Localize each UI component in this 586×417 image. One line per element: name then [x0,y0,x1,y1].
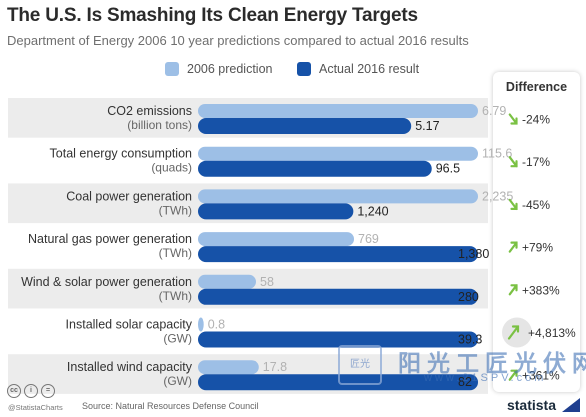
prediction-bar [198,360,259,375]
prediction-bar [198,274,256,289]
legend-item-actual: Actual 2016 result [297,62,419,76]
prediction-bar [198,189,478,204]
category-unit: (TWh) [159,246,192,260]
legend-swatch-actual [297,62,311,76]
difference-value: +4,813% [528,326,576,340]
category-unit: (TWh) [159,203,192,217]
difference-value: -17% [522,155,550,169]
actual-bar [198,331,478,348]
actual-value-label: 280 [458,290,479,304]
category-label: Installed solar capacity [66,318,193,332]
prediction-value-label: 115.6 [482,147,512,161]
category-unit: (GW) [163,374,192,388]
category-unit: (TWh) [159,289,192,303]
prediction-value-label: 0.8 [208,318,225,332]
arrow-up-icon [507,325,520,340]
actual-bar [198,288,478,305]
chart-subtitle: Department of Energy 2006 10 year predic… [7,33,469,48]
prediction-value-label: 769 [358,232,379,246]
legend-label-prediction: 2006 prediction [187,62,273,76]
credit-text: @StatistaCharts [8,403,63,412]
difference-value: +79% [522,241,553,255]
arrow-down-icon [508,156,518,168]
prediction-bar [198,146,478,161]
cc-icon: cc [7,384,21,398]
difference-header: Difference [505,80,568,94]
statista-logo: statista [506,397,556,413]
legend-item-prediction: 2006 prediction [165,62,272,76]
category-label: Coal power generation [66,189,192,203]
arrow-up-icon [508,369,518,381]
actual-value-label: 5.17 [415,119,439,133]
category-label: Natural gas power generation [28,232,192,246]
actual-value-label: 1,240 [357,204,388,218]
category-label: Wind & solar power generation [21,275,192,289]
difference-value: +361% [522,369,560,383]
category-label: Installed wind capacity [67,360,193,374]
actual-bar [198,118,412,134]
prediction-value-label: 58 [260,275,274,289]
actual-bar [198,160,432,177]
prediction-bar [198,232,355,247]
prediction-value-label: 6.79 [482,104,506,118]
prediction-value-label: 2,235 [482,189,513,203]
difference-value: +383% [522,283,560,297]
category-label: Total energy consumption [50,147,192,161]
legend-swatch-prediction [165,62,179,76]
category-unit: (billion tons) [127,118,192,132]
actual-value-label: 96.5 [436,162,460,176]
attribution-icon: i [24,384,38,398]
actual-value-label: 39.3 [458,333,482,347]
arrow-down-icon [508,113,518,125]
arrow-up-icon [508,241,518,253]
legend-label-actual: Actual 2016 result [319,62,420,76]
prediction-bar [198,317,204,332]
footer: cc i = @StatistaCharts Source: Natural R… [7,384,582,414]
difference-bubble [502,317,532,348]
category-unit: (quads) [151,161,192,175]
chart-title: The U.S. Is Smashing Its Clean Energy Ta… [7,5,418,26]
prediction-bar [198,104,478,118]
source-text: Source: Natural Resources Defense Counci… [82,401,259,411]
difference-value: -24% [522,113,550,127]
statista-logo-mark-icon [562,398,580,412]
arrow-down-icon [508,198,518,210]
actual-value-label: 1,380 [458,247,489,261]
prediction-value-label: 17.8 [263,360,287,374]
no-derivatives-icon: = [41,384,55,398]
arrow-up-icon [508,284,518,296]
actual-value-label: 82 [458,375,472,389]
actual-bar [198,246,478,263]
difference-value: -45% [522,198,550,212]
category-label: CO2 emissions [107,104,192,118]
category-unit: (GW) [163,332,192,346]
actual-bar [198,203,354,220]
